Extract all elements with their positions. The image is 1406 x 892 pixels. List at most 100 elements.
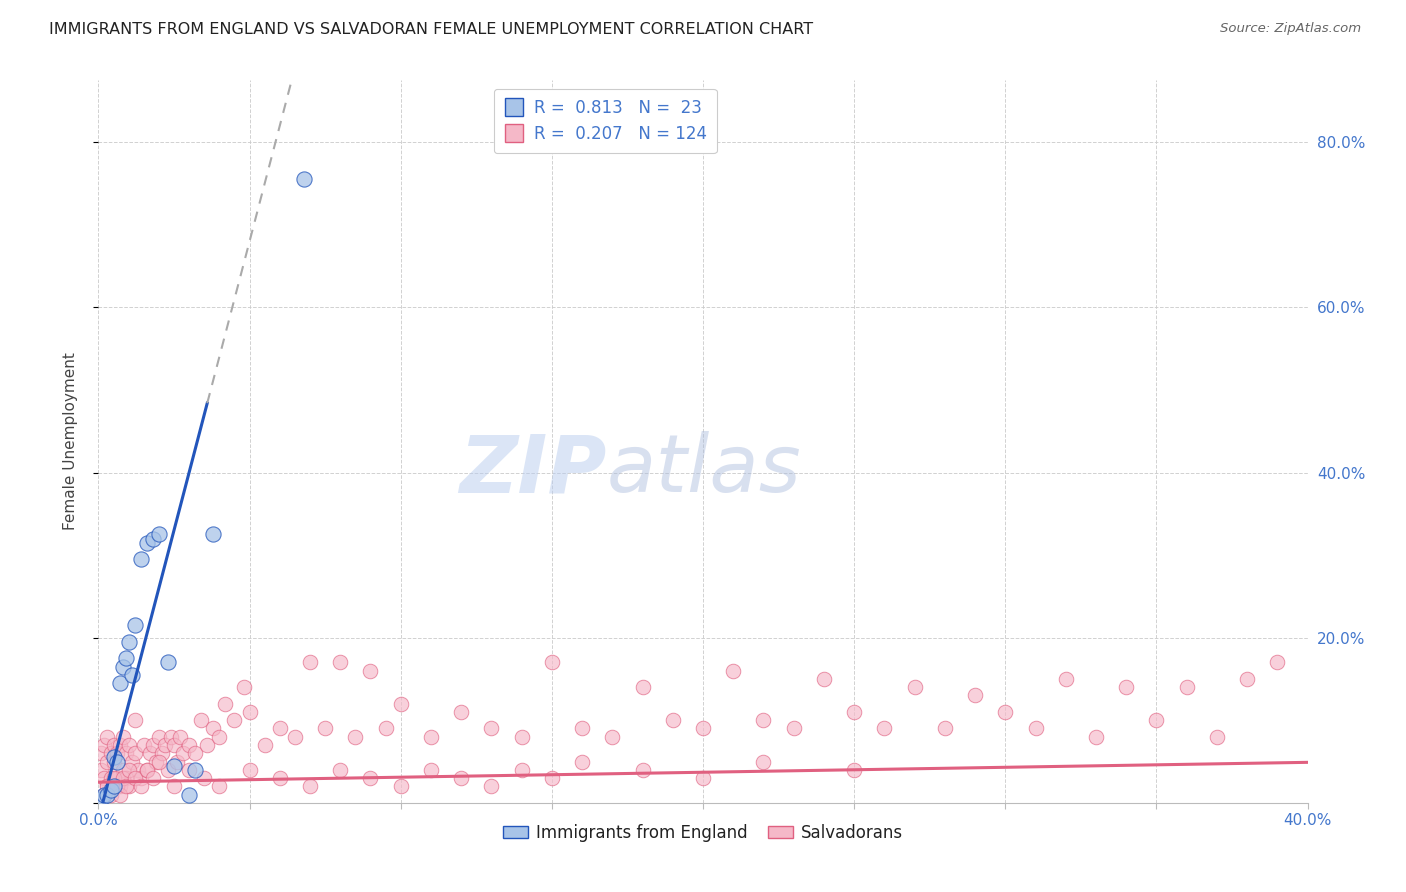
Point — [124, 713, 146, 727]
Point — [93, 788, 115, 802]
Point — [1236, 672, 1258, 686]
Point — [232, 680, 254, 694]
Point — [420, 763, 443, 777]
Point — [299, 779, 322, 793]
Point — [90, 791, 112, 805]
Point — [163, 779, 186, 793]
Point — [105, 779, 128, 793]
Point — [105, 746, 128, 760]
Point — [208, 779, 231, 793]
Point — [1144, 713, 1167, 727]
Point — [1206, 730, 1229, 744]
Point — [100, 771, 122, 785]
Point — [103, 738, 125, 752]
Point — [269, 722, 291, 736]
Point — [195, 738, 218, 752]
Point — [844, 705, 866, 719]
Point — [179, 788, 201, 802]
Point — [108, 738, 131, 752]
Point — [360, 771, 382, 785]
Point — [111, 659, 134, 673]
Point — [114, 771, 136, 785]
Point — [148, 527, 170, 541]
Y-axis label: Female Unemployment: Female Unemployment — [63, 352, 77, 531]
Point — [389, 697, 412, 711]
Point — [129, 779, 152, 793]
Point — [124, 771, 146, 785]
Point — [105, 755, 128, 769]
Point — [510, 730, 533, 744]
Point — [114, 651, 136, 665]
Point — [202, 527, 225, 541]
Point — [90, 763, 112, 777]
Point — [166, 755, 188, 769]
Point — [121, 668, 143, 682]
Point — [129, 771, 152, 785]
Point — [139, 746, 162, 760]
Point — [813, 672, 835, 686]
Point — [153, 738, 176, 752]
Point — [481, 779, 503, 793]
Point — [132, 738, 155, 752]
Point — [103, 750, 125, 764]
Point — [129, 552, 152, 566]
Point — [783, 722, 806, 736]
Point — [96, 779, 118, 793]
Point — [1054, 672, 1077, 686]
Point — [540, 656, 562, 670]
Point — [299, 656, 322, 670]
Point — [121, 755, 143, 769]
Point — [253, 738, 276, 752]
Point — [114, 779, 136, 793]
Point — [103, 779, 125, 793]
Point — [108, 676, 131, 690]
Point — [150, 746, 173, 760]
Point — [118, 634, 141, 648]
Point — [105, 771, 128, 785]
Point — [329, 656, 352, 670]
Point — [135, 763, 157, 777]
Point — [96, 779, 118, 793]
Text: IMMIGRANTS FROM ENGLAND VS SALVADORAN FEMALE UNEMPLOYMENT CORRELATION CHART: IMMIGRANTS FROM ENGLAND VS SALVADORAN FE… — [49, 22, 813, 37]
Point — [631, 680, 654, 694]
Point — [108, 788, 131, 802]
Point — [904, 680, 927, 694]
Point — [661, 713, 683, 727]
Point — [135, 763, 157, 777]
Point — [420, 730, 443, 744]
Point — [135, 535, 157, 549]
Point — [103, 771, 125, 785]
Point — [571, 755, 593, 769]
Point — [284, 730, 307, 744]
Point — [873, 722, 896, 736]
Point — [571, 722, 593, 736]
Point — [239, 763, 262, 777]
Point — [193, 771, 215, 785]
Point — [93, 771, 115, 785]
Point — [269, 771, 291, 785]
Point — [510, 763, 533, 777]
Point — [239, 705, 262, 719]
Point — [202, 722, 225, 736]
Point — [292, 172, 315, 186]
Point — [602, 730, 624, 744]
Point — [214, 697, 236, 711]
Point — [114, 746, 136, 760]
Text: ZIP: ZIP — [458, 432, 606, 509]
Point — [360, 664, 382, 678]
Point — [692, 722, 714, 736]
Point — [142, 771, 165, 785]
Point — [190, 713, 212, 727]
Point — [344, 730, 367, 744]
Point — [172, 746, 194, 760]
Point — [1115, 680, 1137, 694]
Point — [184, 746, 207, 760]
Point — [934, 722, 956, 736]
Point — [118, 738, 141, 752]
Point — [179, 763, 201, 777]
Point — [156, 763, 179, 777]
Point — [389, 779, 412, 793]
Point — [96, 788, 118, 802]
Point — [163, 758, 186, 772]
Point — [100, 783, 122, 797]
